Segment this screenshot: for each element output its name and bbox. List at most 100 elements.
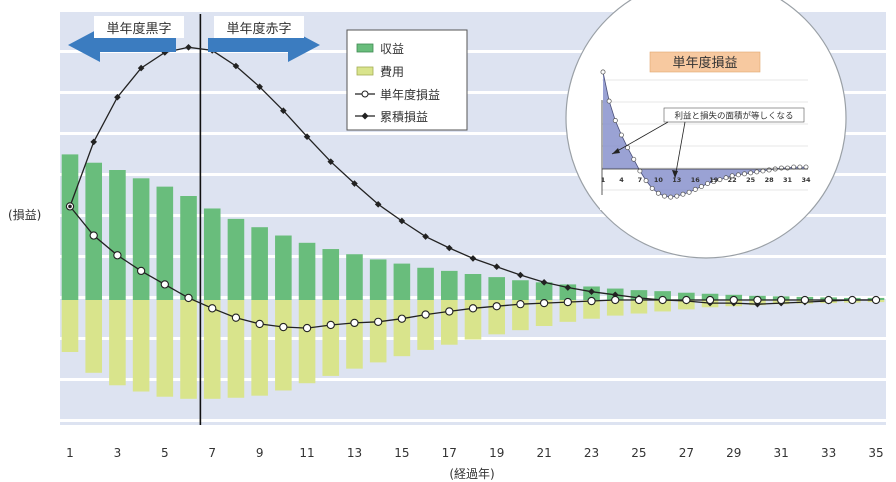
inset-markers — [600, 69, 809, 200]
point-annual — [350, 318, 359, 328]
point-annual — [634, 295, 644, 305]
inset-point — [692, 186, 698, 192]
bar-revenue — [109, 170, 126, 300]
inset-point — [729, 173, 735, 179]
point-annual — [611, 295, 620, 305]
point-cumulative — [303, 133, 311, 141]
inset-point — [742, 171, 747, 177]
bar-revenue — [654, 291, 671, 300]
bar-revenue — [180, 196, 197, 300]
inset-x-tick-label: 31 — [783, 176, 793, 184]
inset-point — [668, 194, 674, 200]
start-point — [68, 204, 72, 209]
point-annual — [231, 313, 241, 322]
inset-point — [631, 156, 637, 162]
legend-marker-cumulative — [361, 112, 369, 120]
inset-x-ticks: 1 4 7 10 13 16 19 22 25 28 31 34 — [601, 176, 811, 184]
inset-annotation: 利益と損失の面積が等しくなる — [674, 111, 793, 122]
point-cumulative — [374, 201, 382, 208]
bar-revenue — [464, 274, 482, 300]
legend-marker-annual — [361, 90, 369, 98]
point-annual — [113, 251, 122, 260]
point-annual — [89, 231, 98, 240]
bar-cost — [180, 300, 197, 399]
x-tick-label: 19 — [489, 446, 504, 460]
bar-revenue — [535, 282, 553, 300]
legend-label-revenue: 収益 — [380, 42, 404, 56]
point-cumulative — [161, 49, 169, 56]
inset-point — [625, 145, 631, 151]
bar-cost — [464, 300, 482, 340]
inset-title-box — [649, 51, 761, 73]
inset-x-tick-label: 1 — [601, 176, 606, 184]
bar-revenue — [393, 263, 411, 300]
grid-band — [60, 91, 886, 94]
inset-point — [698, 184, 704, 189]
point-cumulative — [493, 263, 501, 271]
point-annual — [682, 295, 691, 305]
inset-point — [785, 165, 790, 171]
inset-annotation-box — [663, 107, 805, 123]
point-annual — [729, 295, 738, 305]
legend-swatch-revenue — [356, 43, 374, 53]
legend-label-annual: 単年度損益 — [380, 87, 440, 102]
inset-point — [674, 193, 680, 199]
inset-point — [606, 98, 612, 104]
point-cumulative — [564, 284, 572, 291]
x-axis-label: (経過年) — [449, 467, 494, 481]
inset-point — [662, 193, 667, 199]
bar-cost — [109, 300, 126, 386]
point-annual — [658, 295, 667, 305]
point-annual — [777, 295, 786, 305]
bar-revenue — [85, 162, 103, 300]
bar-revenue — [346, 254, 363, 300]
bar-cost — [440, 300, 458, 345]
bar-revenue — [440, 270, 458, 300]
y-axis-label: (損益) — [8, 207, 41, 222]
point-annual — [184, 293, 193, 303]
bar-cost — [346, 300, 363, 369]
grid-band — [60, 419, 886, 422]
inset-point — [612, 118, 618, 123]
inset-x-tick-label: 13 — [672, 176, 681, 184]
point-cumulative — [398, 217, 406, 225]
grid-band — [60, 214, 886, 217]
x-tick-label: 17 — [442, 446, 457, 460]
point-annual — [824, 295, 833, 305]
inset-point — [649, 185, 655, 191]
inset-point — [637, 168, 643, 174]
region-right-arrow: 単年度赤字 — [208, 16, 320, 62]
bar-cost — [322, 300, 340, 376]
point-annual — [492, 302, 501, 311]
bar-cost — [275, 300, 292, 391]
inset-x-tick-label: 22 — [728, 176, 737, 184]
bar-cost — [298, 300, 316, 384]
point-cumulative — [280, 107, 287, 115]
bar-cost — [606, 300, 624, 316]
point-annual — [374, 317, 383, 326]
bar-cost — [654, 300, 671, 312]
point-annual — [326, 320, 335, 330]
region-left-arrow: 単年度黒字 — [68, 16, 184, 62]
inset-point — [619, 132, 624, 138]
inset-point — [797, 164, 803, 170]
bar-revenue — [227, 218, 245, 300]
bar-revenue — [156, 186, 174, 300]
x-tick-label: 31 — [774, 446, 789, 460]
point-annual — [563, 297, 572, 307]
point-cumulative — [588, 288, 595, 295]
bar-cost — [132, 300, 150, 392]
inset-point — [643, 178, 649, 184]
bar-revenue — [132, 178, 150, 300]
x-tick-label: 3 — [114, 446, 122, 460]
x-tick-label: 7 — [208, 446, 216, 460]
point-cumulative — [469, 255, 477, 262]
x-tick-label: 1 — [66, 446, 74, 460]
point-annual — [800, 295, 810, 305]
point-annual — [208, 304, 217, 313]
inset-magnifier: 1 4 7 10 13 16 19 22 25 28 31 34 単年度損益 利益と損失の面積が等しく… — [565, 0, 847, 259]
bar-revenue — [203, 208, 221, 300]
inset-point — [711, 179, 717, 185]
point-cumulative — [185, 43, 192, 51]
